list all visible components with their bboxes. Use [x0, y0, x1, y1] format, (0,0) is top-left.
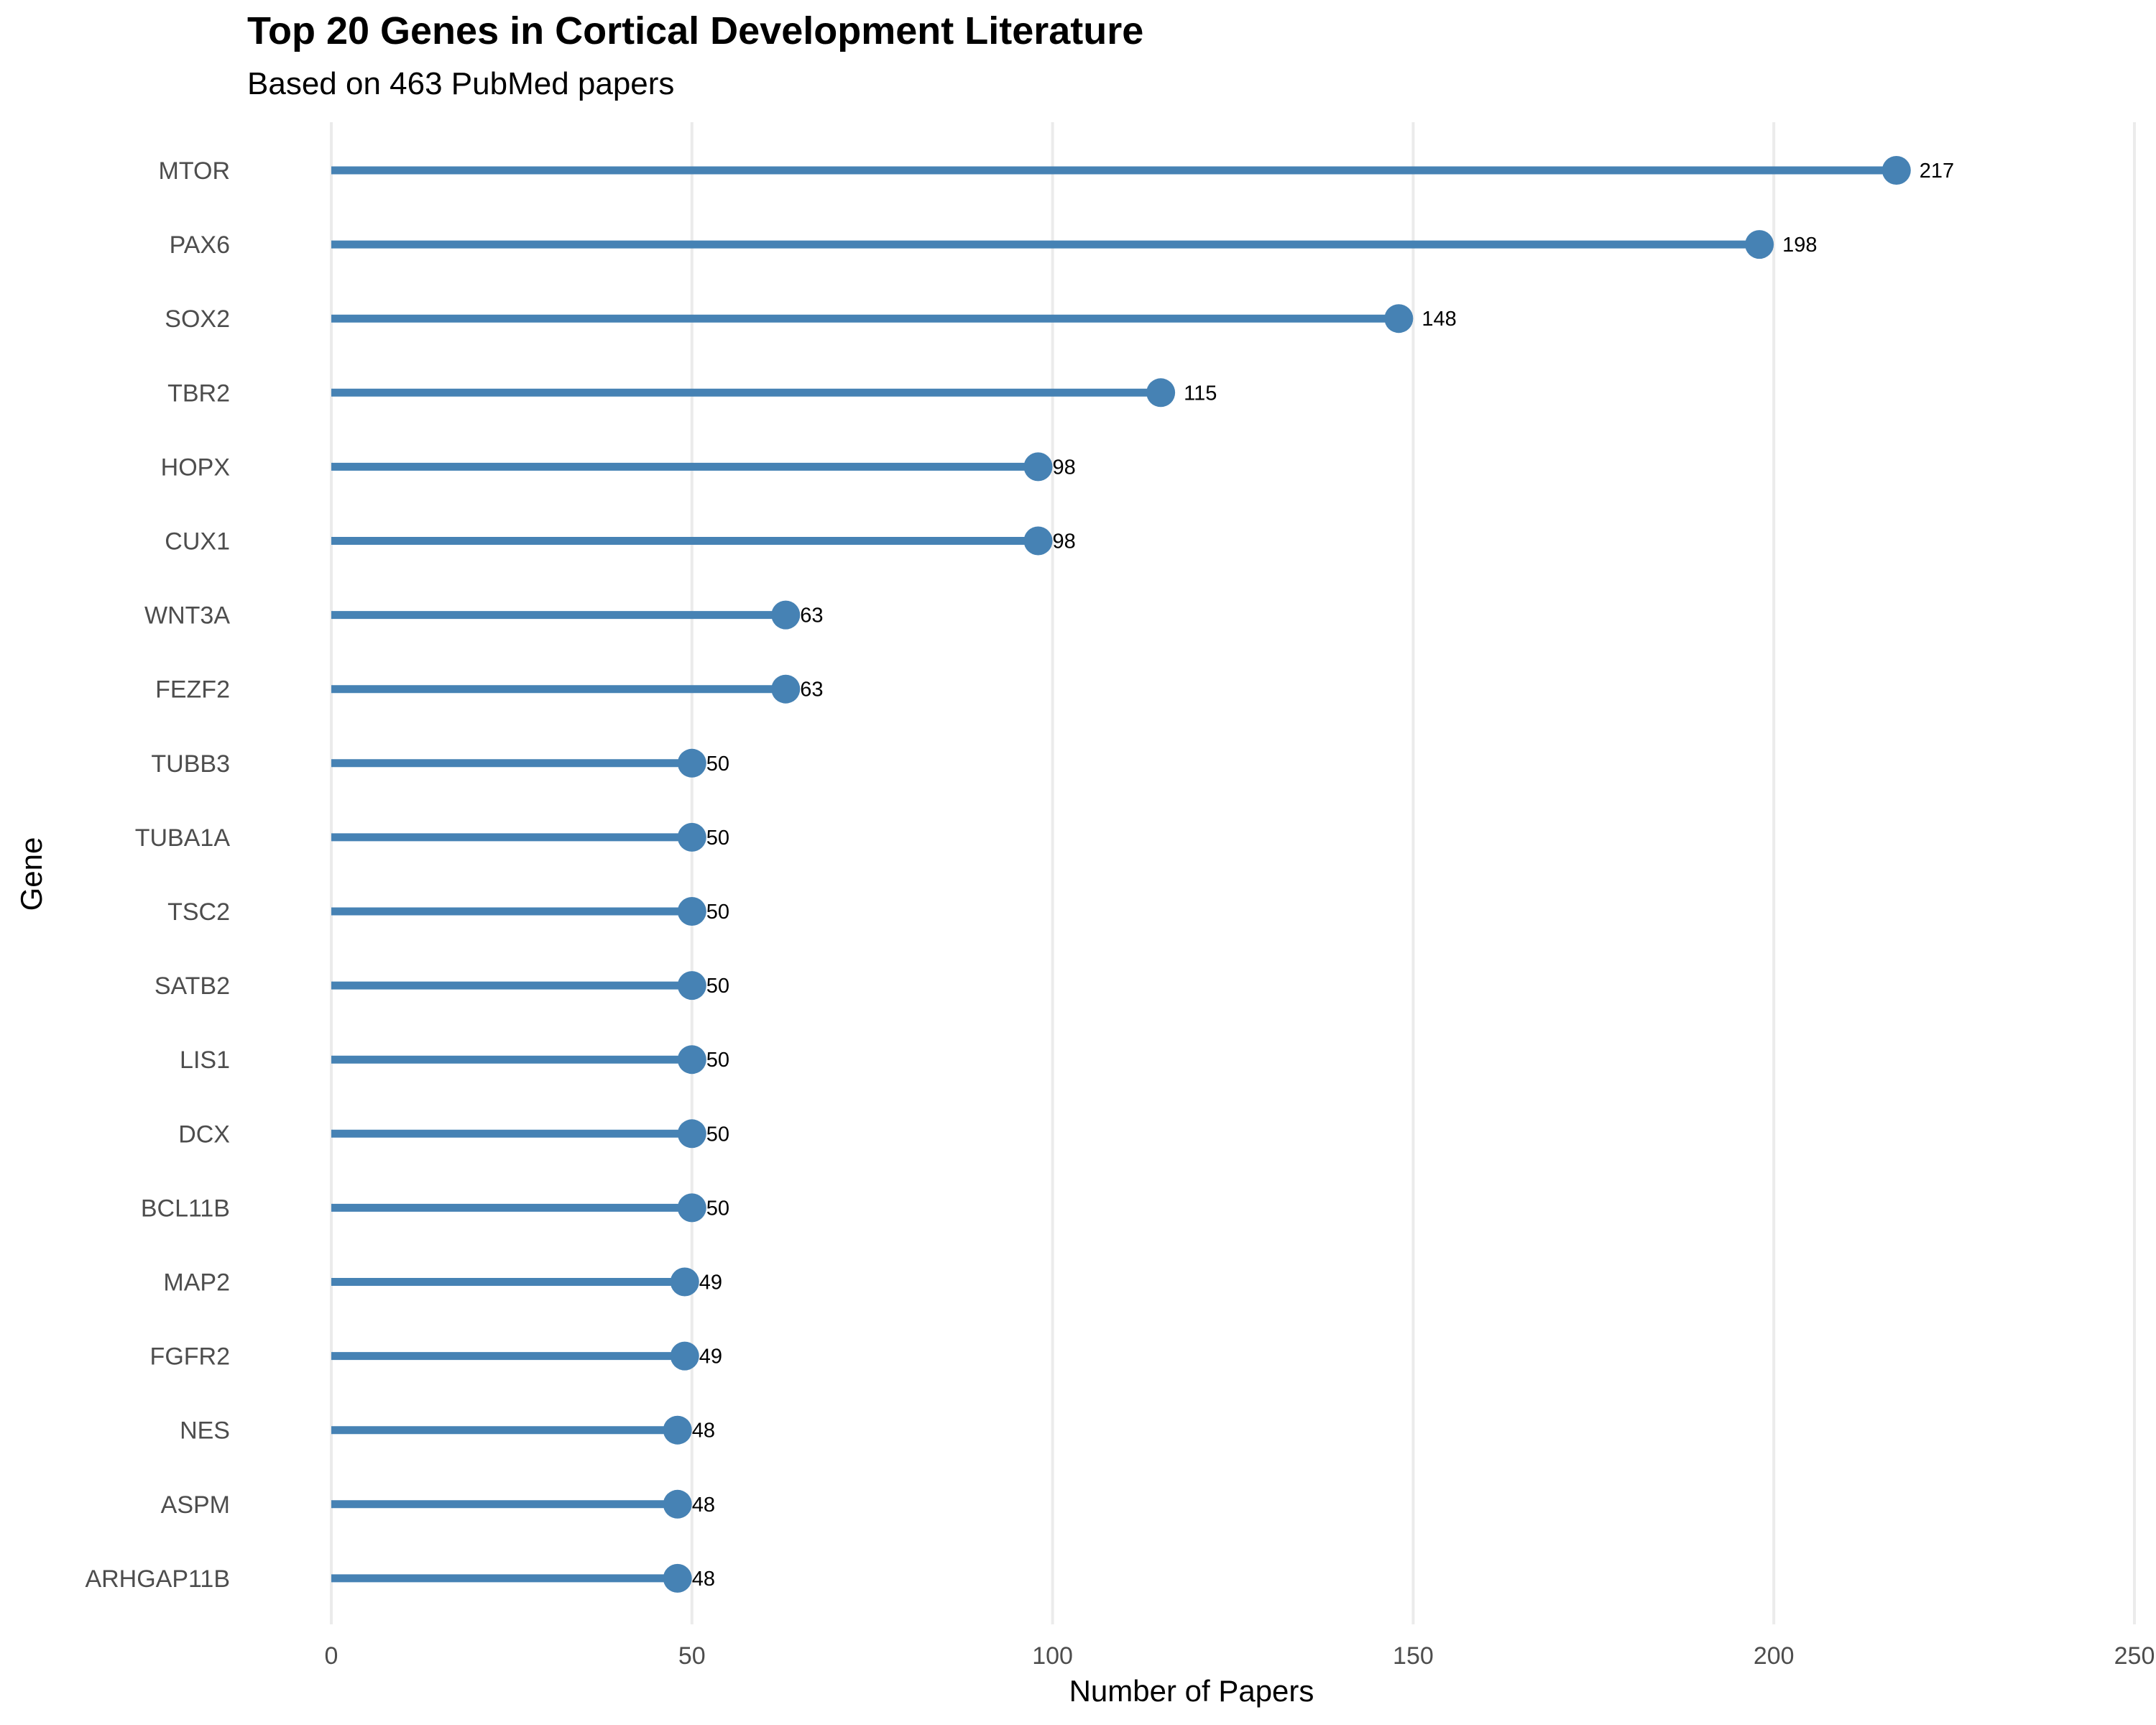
- value-label-tbr2: 115: [1184, 382, 1217, 405]
- y-tick-label-aspm: ASPM: [161, 1491, 230, 1519]
- value-label-nes: 48: [692, 1420, 715, 1443]
- value-labels: 217 198 148 115 98 98 63 63 50 50 50 50 50 50 50 49 49 48…: [692, 160, 1954, 1591]
- point-sox2: [1384, 304, 1414, 334]
- value-label-aspm: 48: [692, 1494, 715, 1517]
- y-tick-label-hopx: HOPX: [161, 454, 230, 481]
- y-tick-label-arhgap11b: ARHGAP11B: [85, 1565, 230, 1593]
- value-label-dcx: 50: [706, 1123, 729, 1146]
- x-axis-tick-labels: 0 50 100 150 200 250: [325, 1642, 2155, 1670]
- y-tick-label-dcx: DCX: [178, 1121, 230, 1148]
- y-tick-label-lis1: LIS1: [180, 1046, 230, 1074]
- y-tick-label-tsc2: TSC2: [167, 898, 230, 926]
- y-tick-label-bcl11b: BCL11B: [141, 1195, 230, 1222]
- y-tick-label-map2: MAP2: [163, 1269, 230, 1297]
- grid-lines: [330, 122, 2136, 1624]
- point-cux1: [1023, 526, 1053, 556]
- chart-subtitle: Based on 463 PubMed papers: [247, 66, 675, 101]
- value-label-fezf2: 63: [800, 678, 823, 702]
- point-fezf2: [771, 674, 801, 704]
- point-tbr2: [1146, 378, 1176, 408]
- y-axis-tick-labels: MTOR PAX6 SOX2 TBR2 HOPX CUX1 WNT3A FEZF2 TUBB3 T…: [85, 157, 230, 1593]
- lollipop-stems: [331, 166, 1897, 1583]
- point-tubb3: [677, 748, 706, 778]
- x-tick-label-100: 100: [1032, 1642, 1073, 1670]
- y-axis-title: Gene: [14, 837, 48, 911]
- value-label-sox2: 148: [1422, 308, 1456, 331]
- point-lis1: [677, 1045, 706, 1075]
- x-axis-title: Number of Papers: [1069, 1674, 1314, 1708]
- point-tsc2: [677, 897, 706, 926]
- x-tick-label-0: 0: [325, 1642, 338, 1670]
- point-mtor: [1881, 156, 1911, 185]
- value-label-bcl11b: 50: [706, 1197, 729, 1220]
- point-wnt3a: [771, 600, 801, 630]
- point-hopx: [1023, 452, 1053, 482]
- y-tick-label-sox2: SOX2: [165, 305, 230, 333]
- point-map2: [670, 1267, 699, 1297]
- point-dcx: [677, 1119, 706, 1149]
- y-tick-label-tuba1a: TUBA1A: [135, 824, 231, 852]
- value-label-tuba1a: 50: [706, 827, 729, 850]
- chart-title: Top 20 Genes in Cortical Development Lit…: [247, 9, 1144, 52]
- value-label-lis1: 50: [706, 1049, 729, 1072]
- point-pax6: [1745, 230, 1774, 259]
- value-label-fgfr2: 49: [699, 1346, 722, 1368]
- y-tick-label-mtor: MTOR: [159, 157, 230, 185]
- point-fgfr2: [670, 1341, 699, 1371]
- point-satb2: [677, 971, 706, 1000]
- value-label-cux1: 98: [1053, 530, 1076, 553]
- value-label-wnt3a: 63: [800, 604, 823, 627]
- point-aspm: [663, 1489, 692, 1519]
- value-label-satb2: 50: [706, 975, 729, 998]
- x-tick-label-200: 200: [1754, 1642, 1795, 1670]
- value-label-tsc2: 50: [706, 901, 729, 924]
- x-tick-label-250: 250: [2114, 1642, 2155, 1670]
- y-tick-label-pax6: PAX6: [170, 231, 230, 259]
- value-label-hopx: 98: [1053, 456, 1076, 479]
- point-nes: [663, 1415, 692, 1445]
- y-tick-label-tubb3: TUBB3: [151, 750, 230, 778]
- x-tick-label-150: 150: [1393, 1642, 1434, 1670]
- y-tick-label-satb2: SATB2: [155, 972, 230, 1000]
- value-label-map2: 49: [699, 1271, 722, 1294]
- y-tick-label-fgfr2: FGFR2: [150, 1343, 230, 1371]
- value-label-tubb3: 50: [706, 753, 729, 776]
- point-tuba1a: [677, 822, 706, 852]
- point-arhgap11b: [663, 1563, 692, 1593]
- value-label-mtor: 217: [1920, 160, 1954, 183]
- y-tick-label-cux1: CUX1: [165, 528, 230, 556]
- point-bcl11b: [677, 1193, 706, 1223]
- lollipop-points: [663, 156, 1911, 1593]
- y-tick-label-wnt3a: WNT3A: [144, 602, 230, 630]
- x-tick-label-50: 50: [678, 1642, 706, 1670]
- value-label-arhgap11b: 48: [692, 1568, 715, 1591]
- value-label-pax6: 198: [1782, 234, 1817, 257]
- y-tick-label-fezf2: FEZF2: [155, 676, 230, 704]
- y-tick-label-tbr2: TBR2: [167, 380, 230, 407]
- y-tick-label-nes: NES: [180, 1417, 230, 1445]
